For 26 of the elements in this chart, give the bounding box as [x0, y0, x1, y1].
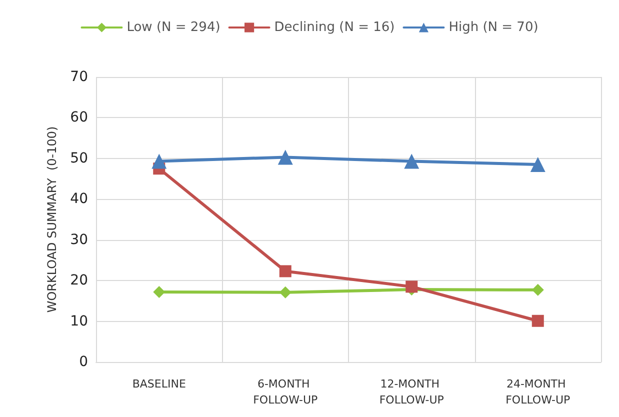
- point: [404, 154, 420, 169]
- x-tick-label: 12-MONTH FOLLOW-UP: [379, 378, 444, 406]
- point: [406, 280, 418, 293]
- point: [278, 150, 293, 165]
- x-tick-label: BASELINE: [132, 378, 186, 390]
- y-tick-label: 40: [70, 191, 88, 208]
- legend-label: Declining (N = 16): [274, 20, 395, 35]
- y-tick-label: 70: [70, 69, 88, 85]
- legend-label: Low (N = 294): [126, 20, 220, 35]
- y-tick-label: 0: [79, 354, 88, 370]
- legend-label: High (N = 70): [448, 20, 538, 35]
- point: [279, 265, 292, 278]
- point: [279, 286, 292, 298]
- y-tick-label: 30: [70, 232, 88, 248]
- x-tick-label: 24-MONTH FOLLOW-UP: [506, 378, 571, 406]
- point: [532, 284, 544, 296]
- y-tick-label: 60: [70, 110, 88, 126]
- point: [153, 286, 166, 298]
- x-tick-label: 6-MONTH FOLLOW-UP: [253, 378, 318, 406]
- point: [152, 154, 167, 169]
- y-tick-label: 50: [70, 150, 88, 166]
- point: [532, 314, 544, 327]
- point: [530, 157, 546, 172]
- y-tick-label: 20: [70, 272, 88, 289]
- y-tick-label: 10: [70, 313, 88, 330]
- y-axis-title: WORKLOAD SUMMARY (0-100): [45, 126, 59, 313]
